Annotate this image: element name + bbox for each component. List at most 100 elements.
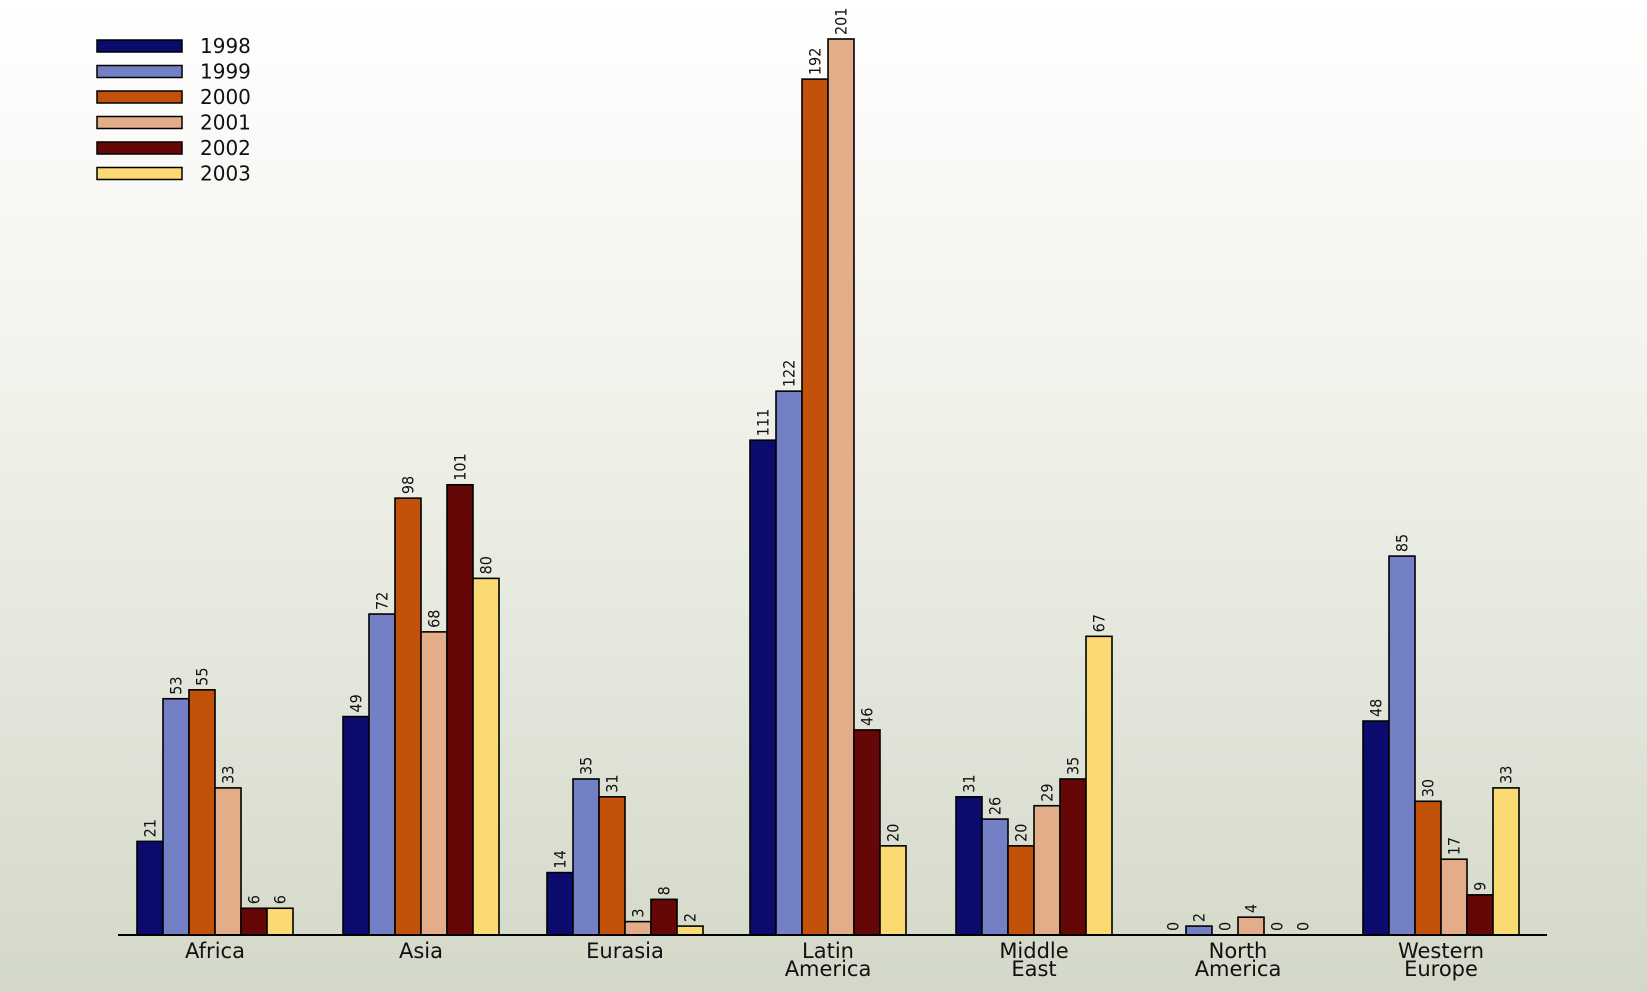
bar-value-label: 98	[399, 476, 418, 494]
legend-label: 1998	[200, 34, 251, 58]
bar-2001	[827, 38, 855, 936]
bar-value-label: 35	[577, 757, 596, 775]
bar-2003	[1492, 787, 1520, 936]
category-label: East	[1011, 957, 1056, 981]
bar-2001	[420, 631, 448, 936]
bar-value-label: 33	[219, 766, 238, 784]
bar-value-label: 111	[754, 409, 773, 436]
bar-2001	[624, 920, 652, 936]
bar-1999	[775, 390, 803, 936]
legend-label: 2001	[200, 111, 251, 135]
bar-value-label: 9	[1471, 882, 1490, 891]
bar-value-label: 0	[1268, 922, 1287, 931]
category-label: Eurasia	[586, 939, 664, 963]
bar-2003	[676, 925, 704, 936]
bar-1998	[342, 715, 370, 936]
bar-value-label: 31	[960, 774, 979, 792]
bar-value-label: 2	[681, 913, 700, 922]
bar-value-label: 68	[425, 610, 444, 628]
bar-1999	[368, 613, 396, 936]
bar-value-label: 31	[603, 774, 622, 792]
bar-value-label: 201	[832, 8, 851, 35]
bar-2002	[1059, 778, 1087, 936]
bar-value-label: 0	[1294, 922, 1313, 931]
bar-1999	[572, 778, 600, 936]
bar-value-label: 72	[373, 592, 392, 610]
bar-value-label: 0	[1216, 922, 1235, 931]
bar-value-label: 26	[986, 797, 1005, 815]
bar-2003	[266, 907, 294, 936]
bar-2000	[394, 497, 422, 936]
bar-value-label: 55	[193, 668, 212, 686]
bar-value-label: 49	[347, 694, 366, 712]
bar-2003	[879, 845, 907, 936]
legend-label: 1999	[200, 60, 251, 84]
bar-1998	[749, 439, 777, 936]
legend-swatch	[96, 39, 183, 53]
bar-value-label: 85	[1393, 534, 1412, 552]
bar-value-label: 29	[1038, 783, 1057, 801]
bar-value-label: 48	[1367, 699, 1386, 717]
legend-label: 2002	[200, 136, 251, 160]
bar-1999	[162, 697, 190, 936]
bar-2000	[188, 689, 216, 936]
bar-value-label: 67	[1090, 614, 1109, 632]
legend-swatch	[96, 90, 183, 104]
bar-2001	[1237, 916, 1265, 936]
category-label: America	[1195, 957, 1282, 981]
bar-2003	[1085, 635, 1113, 936]
bar-value-label: 21	[141, 819, 160, 837]
bar-1999	[981, 818, 1009, 936]
bar-1999	[1185, 925, 1213, 936]
bar-2000	[1414, 800, 1442, 936]
bars	[136, 38, 1520, 936]
bar-value-label: 33	[1497, 766, 1516, 784]
bar-value-label: 4	[1242, 904, 1261, 913]
bar-value-label: 192	[806, 48, 825, 75]
bar-2000	[801, 78, 829, 936]
bar-1998	[955, 796, 983, 936]
bar-1998	[1362, 720, 1390, 936]
bar-2002	[240, 907, 268, 936]
category-label: Latin	[802, 939, 854, 963]
legend-swatch	[96, 141, 183, 155]
bar-value-label: 53	[167, 676, 186, 694]
category-label: Middle	[999, 939, 1068, 963]
bar-value-label: 122	[780, 360, 799, 387]
bar-value-label: 6	[271, 895, 290, 904]
bar-2001	[1440, 858, 1468, 936]
bar-1998	[546, 871, 574, 936]
bar-1999	[1388, 555, 1416, 936]
bar-value-label: 20	[1012, 824, 1031, 842]
bar-2002	[853, 729, 881, 936]
bar-value-label: 3	[629, 908, 648, 917]
bar-2002	[446, 483, 474, 936]
category-label: Europe	[1404, 957, 1478, 981]
bar-value-label: 8	[655, 886, 674, 895]
bar-value-label: 2	[1190, 913, 1209, 922]
bar-value-label: 30	[1419, 779, 1438, 797]
legend-swatch	[96, 115, 183, 130]
bar-2000	[1007, 845, 1035, 936]
bar-2001	[1033, 804, 1061, 936]
bar-value-label: 6	[245, 895, 264, 904]
bar-value-label: 35	[1064, 757, 1083, 775]
bar-1998	[136, 840, 164, 936]
category-label: Western	[1398, 939, 1484, 963]
bar-value-label: 20	[884, 824, 903, 842]
legend-label: 2003	[200, 162, 251, 186]
bar-value-label: 101	[451, 453, 470, 480]
bar-value-label: 46	[858, 708, 877, 726]
category-label: Asia	[399, 939, 443, 963]
legend-swatch	[96, 64, 183, 79]
category-label: North	[1209, 939, 1268, 963]
bar-2002	[1466, 894, 1494, 936]
bar-2001	[214, 787, 242, 936]
bar-value-label: 80	[477, 556, 496, 574]
bar-2003	[472, 577, 500, 936]
category-labels: Africa Asia Eurasia LatinAmericaMiddleEastN…	[185, 939, 1484, 981]
bar-value-label: 17	[1445, 837, 1464, 855]
